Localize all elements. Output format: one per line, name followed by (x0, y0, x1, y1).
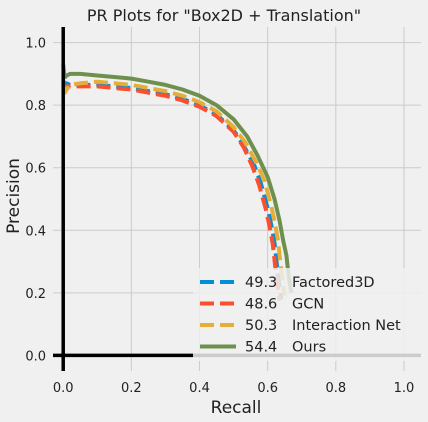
x-tick-label: 0.0 (53, 381, 74, 396)
y-tick-label: 0.4 (25, 224, 46, 239)
legend-score: 54.4 (245, 340, 277, 356)
y-tick-label: 0.8 (25, 99, 46, 114)
legend-box (193, 268, 421, 361)
series-line-ours (61, 64, 294, 294)
ticks: 0.0 0.2 0.4 0.6 0.8 1.0 0.0 0.2 0.4 0.6 0.8 1.0 (25, 37, 414, 396)
legend-label: Interaction Net (292, 318, 401, 334)
legend-label: Ours (292, 340, 326, 356)
y-tick-label: 0.2 (25, 287, 46, 302)
series-line-gcn (61, 82, 282, 301)
series-line-interaction-net (61, 79, 287, 297)
chart-title: PR Plots for "Box2D + Translation" (87, 6, 361, 25)
y-axis-label: Precision (4, 158, 24, 234)
x-tick-label: 0.8 (325, 381, 346, 396)
x-tick-label: 1.0 (394, 381, 415, 396)
legend: 49.3 Factored3D 48.6 GCN 50.3 Interaction Net… (193, 268, 421, 361)
legend-score: 48.6 (245, 297, 277, 313)
x-tick-label: 0.2 (121, 381, 142, 396)
legend-score: 49.3 (245, 275, 277, 291)
legend-label: GCN (292, 297, 324, 313)
y-tick-label: 0.6 (25, 162, 46, 177)
series-line-factored3d (61, 79, 284, 300)
grid (53, 27, 421, 371)
x-tick-label: 0.6 (257, 381, 278, 396)
series-layer (61, 64, 294, 301)
x-tick-label: 0.4 (189, 381, 210, 396)
x-axis-label: Recall (211, 398, 262, 418)
legend-score: 50.3 (245, 318, 277, 334)
y-tick-label: 1.0 (25, 37, 46, 52)
legend-label: Factored3D (292, 275, 375, 291)
y-tick-label: 0.0 (25, 349, 46, 364)
